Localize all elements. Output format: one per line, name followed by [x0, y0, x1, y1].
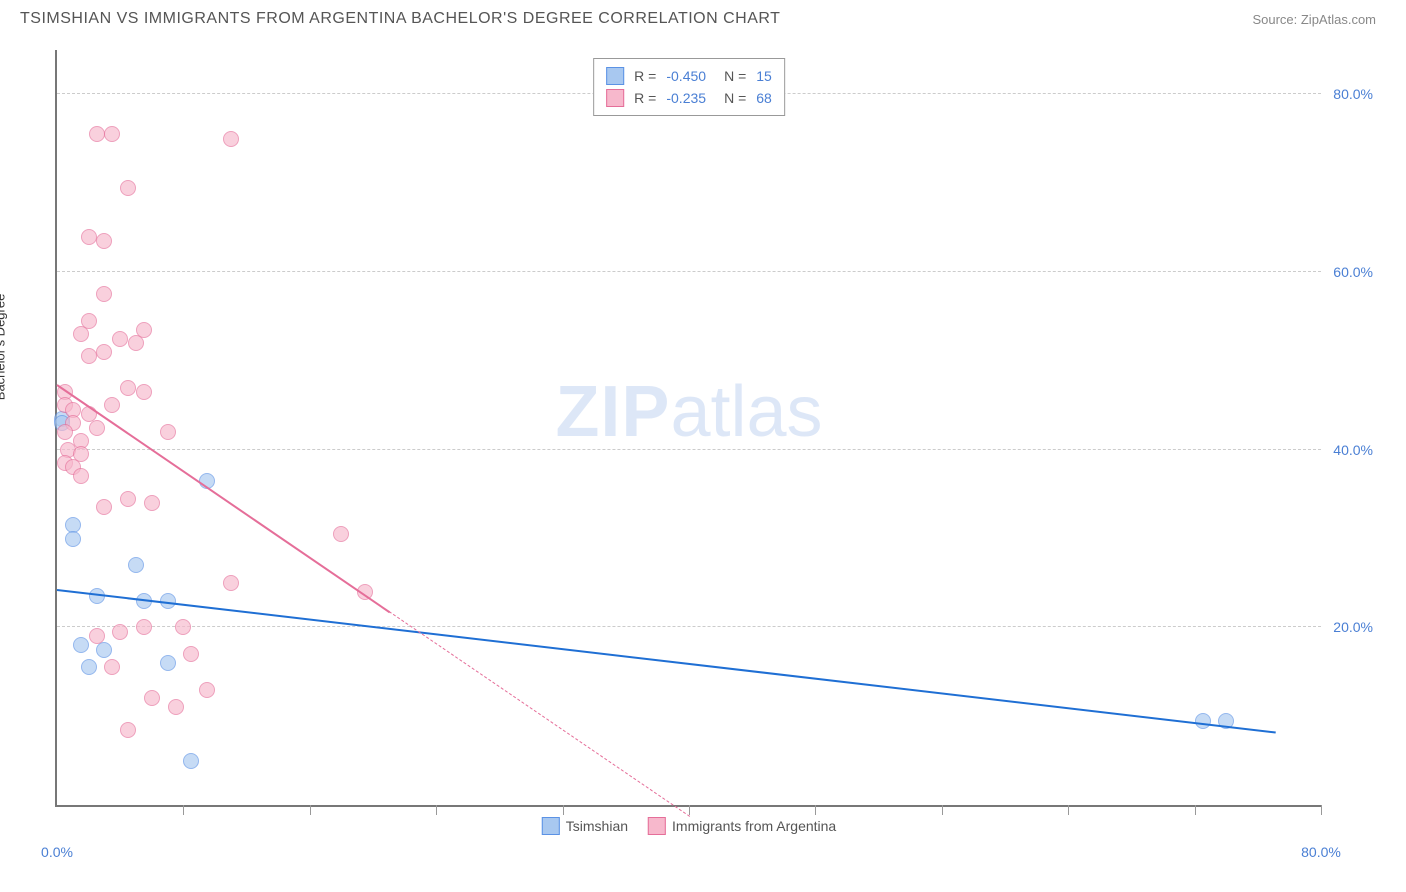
scatter-point: [89, 126, 105, 142]
scatter-point: [104, 126, 120, 142]
y-tick-label: 60.0%: [1333, 264, 1373, 280]
scatter-point: [112, 331, 128, 347]
scatter-point: [104, 659, 120, 675]
source-attribution: Source: ZipAtlas.com: [1252, 12, 1376, 27]
scatter-point: [96, 499, 112, 515]
scatter-point: [183, 753, 199, 769]
y-tick-label: 80.0%: [1333, 86, 1373, 102]
scatter-point: [168, 699, 184, 715]
scatter-point: [57, 424, 73, 440]
scatter-point: [128, 335, 144, 351]
x-tick: [942, 805, 943, 815]
scatter-point: [65, 531, 81, 547]
legend-label-1: Immigrants from Argentina: [672, 818, 836, 834]
y-axis-title: Bachelor's Degree: [0, 294, 8, 401]
trendline: [57, 589, 1276, 733]
x-tick: [1068, 805, 1069, 815]
scatter-point: [81, 313, 97, 329]
gridline-h: [57, 271, 1321, 272]
watermark-logo: ZIPatlas: [555, 371, 822, 453]
x-tick: [689, 805, 690, 815]
scatter-point: [136, 619, 152, 635]
x-tick: [815, 805, 816, 815]
scatter-point: [144, 495, 160, 511]
legend-swatch-argentina: [606, 89, 624, 107]
scatter-point: [120, 722, 136, 738]
scatter-point: [89, 420, 105, 436]
gridline-h: [57, 449, 1321, 450]
plot-area: ZIPatlas R = -0.450 N = 15 R = -0.235 N …: [55, 50, 1321, 807]
scatter-point: [136, 384, 152, 400]
legend-n-label-0: N =: [724, 68, 746, 84]
scatter-point: [160, 424, 176, 440]
scatter-point: [89, 628, 105, 644]
scatter-point: [144, 690, 160, 706]
x-tick: [436, 805, 437, 815]
x-tick: [310, 805, 311, 815]
scatter-point: [104, 397, 120, 413]
chart-container: Bachelor's Degree ZIPatlas R = -0.450 N …: [20, 50, 1376, 842]
trendline-extrapolated: [389, 611, 690, 817]
legend-row-tsimshian: R = -0.450 N = 15: [606, 65, 772, 87]
watermark-atlas: atlas: [670, 372, 822, 452]
legend-label-0: Tsimshian: [566, 818, 628, 834]
legend-n-label-1: N =: [724, 90, 746, 106]
x-tick: [1321, 805, 1322, 815]
scatter-point: [96, 344, 112, 360]
chart-title: TSIMSHIAN VS IMMIGRANTS FROM ARGENTINA B…: [20, 10, 780, 28]
x-tick: [183, 805, 184, 815]
gridline-h: [57, 626, 1321, 627]
scatter-point: [81, 229, 97, 245]
scatter-point: [223, 131, 239, 147]
scatter-point: [160, 655, 176, 671]
legend-n-value-0: 15: [756, 68, 772, 84]
scatter-point: [120, 180, 136, 196]
y-tick-label: 40.0%: [1333, 442, 1373, 458]
x-tick-label: 80.0%: [1301, 844, 1341, 860]
scatter-point: [73, 468, 89, 484]
y-tick-label: 20.0%: [1333, 619, 1373, 635]
x-tick: [563, 805, 564, 815]
scatter-point: [81, 659, 97, 675]
legend-r-label-0: R =: [634, 68, 656, 84]
x-tick: [1195, 805, 1196, 815]
scatter-point: [81, 348, 97, 364]
series-legend: Tsimshian Immigrants from Argentina: [542, 817, 836, 835]
legend-item-tsimshian: Tsimshian: [542, 817, 628, 835]
scatter-point: [183, 646, 199, 662]
scatter-point: [333, 526, 349, 542]
scatter-point: [1195, 713, 1211, 729]
legend-r-value-0: -0.450: [666, 68, 706, 84]
scatter-point: [96, 233, 112, 249]
legend-swatch-tsimshian: [606, 67, 624, 85]
scatter-point: [73, 637, 89, 653]
legend-swatch-bottom-1: [648, 817, 666, 835]
legend-swatch-bottom-0: [542, 817, 560, 835]
scatter-point: [120, 491, 136, 507]
scatter-point: [96, 286, 112, 302]
scatter-point: [120, 380, 136, 396]
legend-r-value-1: -0.235: [666, 90, 706, 106]
legend-n-value-1: 68: [756, 90, 772, 106]
x-tick-label: 0.0%: [41, 844, 73, 860]
watermark-zip: ZIP: [555, 372, 670, 452]
scatter-point: [128, 557, 144, 573]
scatter-point: [223, 575, 239, 591]
legend-row-argentina: R = -0.235 N = 68: [606, 87, 772, 109]
legend-item-argentina: Immigrants from Argentina: [648, 817, 836, 835]
correlation-legend: R = -0.450 N = 15 R = -0.235 N = 68: [593, 58, 785, 116]
scatter-point: [175, 619, 191, 635]
scatter-point: [199, 682, 215, 698]
legend-r-label-1: R =: [634, 90, 656, 106]
scatter-point: [112, 624, 128, 640]
scatter-point: [96, 642, 112, 658]
